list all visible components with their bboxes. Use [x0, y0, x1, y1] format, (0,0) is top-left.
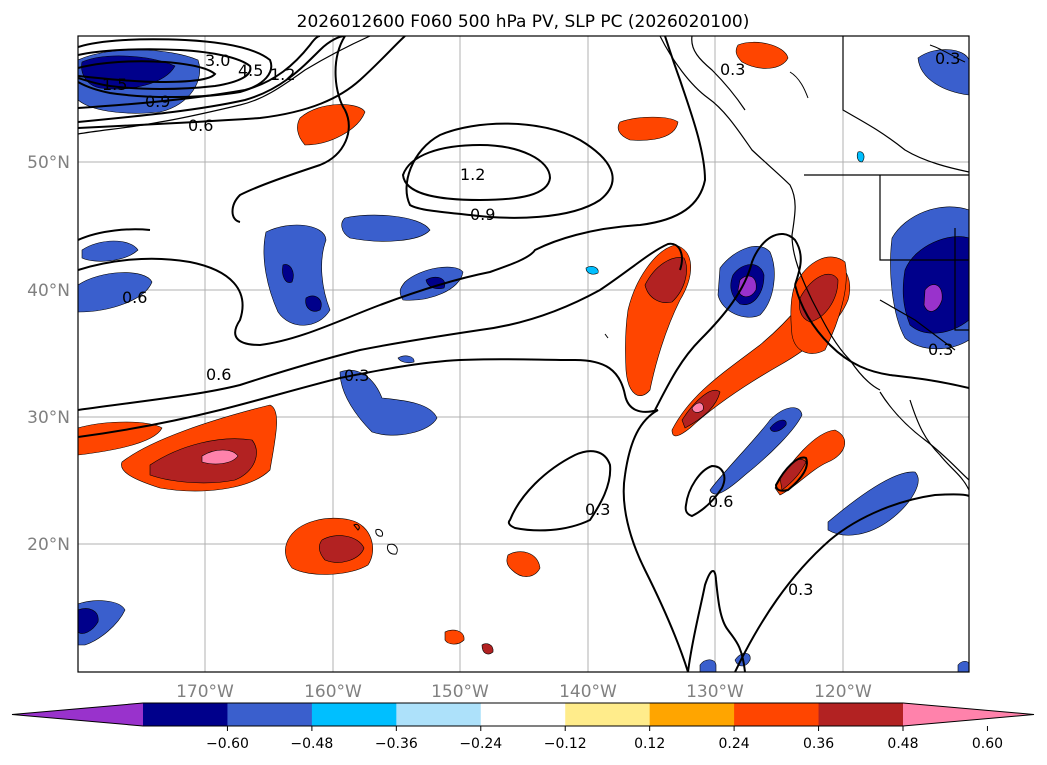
- pv-blob: [78, 272, 153, 313]
- colorbar-arrow-low: [12, 703, 143, 726]
- contour-label: 3.0: [205, 51, 230, 70]
- colorbar-swatch: [227, 703, 313, 726]
- pv-blob: [923, 284, 943, 312]
- colorbar-swatch: [396, 703, 482, 726]
- lon-tick-label: 170°W: [176, 682, 234, 702]
- lon-tick-label: 150°W: [431, 682, 489, 702]
- pv-blob: [397, 355, 415, 364]
- contour-labels: 3.0 4.5 1.2 1.5 0.9 0.6 1.2 0.9 0.6 0.6 …: [102, 49, 960, 599]
- pv-blob: [957, 660, 969, 672]
- pv-blob: [644, 257, 687, 303]
- pv-blob: [341, 214, 431, 242]
- pv-blob: [691, 402, 704, 413]
- contour-label: 1.2: [270, 65, 295, 84]
- colorbar-swatch: [480, 703, 566, 726]
- pv-blob: [827, 471, 919, 536]
- colorbar-swatch: [649, 703, 735, 726]
- colorbar-swatches: [11, 702, 1035, 727]
- pv-blob: [699, 659, 717, 672]
- colorbar-tick-label: −0.36: [375, 736, 418, 752]
- lat-tick-label: 50°N: [27, 153, 70, 173]
- contour-label: 0.3: [344, 366, 369, 385]
- colorbar-tick-label: −0.12: [544, 736, 587, 752]
- pv-blob: [201, 449, 239, 465]
- colorbar: −0.60 −0.48 −0.36 −0.24 −0.12 0.12 0.24 0.36 0.4…: [11, 702, 1035, 752]
- pv-blob: [81, 240, 139, 262]
- pv-blob: [737, 275, 757, 298]
- pv-blob: [481, 643, 494, 655]
- pv-blob: [769, 419, 787, 432]
- contour-label: 0.9: [470, 205, 495, 224]
- pv-blob: [305, 295, 322, 312]
- lon-tick-label: 120°W: [814, 682, 872, 702]
- colorbar-tick-label: −0.60: [206, 736, 249, 752]
- colorbar-swatch: [311, 703, 397, 726]
- negative-pv-regions: [78, 49, 969, 672]
- lat-tick-labels: 50°N 40°N 30°N 20°N: [27, 153, 70, 555]
- pv-blob: [78, 608, 99, 634]
- contour-label: 0.9: [145, 92, 170, 111]
- contour-label: 0.6: [188, 116, 213, 135]
- pv-blob: [506, 551, 541, 577]
- pv-blob: [585, 266, 599, 275]
- colorbar-tick-label: 0.48: [887, 736, 918, 752]
- pv-blob: [856, 151, 865, 163]
- pv-blob: [917, 49, 969, 96]
- pv-blob: [339, 370, 438, 436]
- colorbar-tick-label: 0.36: [803, 736, 834, 752]
- colorbar-tick-label: 0.24: [719, 736, 750, 752]
- colorbar-outline: [11, 702, 1035, 727]
- colorbar-swatch: [143, 703, 228, 726]
- pv-blob: [735, 41, 789, 69]
- contour-label: 0.3: [720, 60, 745, 79]
- colorbar-swatch: [734, 703, 820, 726]
- pv-blob: [297, 104, 366, 146]
- contour-label: 0.6: [708, 492, 733, 511]
- lat-tick-label: 20°N: [27, 535, 70, 555]
- colorbar-tick-label: −0.48: [290, 736, 333, 752]
- lon-tick-label: 140°W: [559, 682, 617, 702]
- colorbar-arrow-high: [903, 703, 1034, 726]
- islands: [353, 44, 966, 555]
- colorbar-tick-label: −0.24: [459, 736, 502, 752]
- contour-label: 0.6: [206, 365, 231, 384]
- lon-tick-label: 130°W: [686, 682, 744, 702]
- positive-pv-regions: [78, 41, 850, 655]
- lon-tick-labels: 170°W 160°W 150°W 140°W 130°W 120°W: [176, 682, 872, 702]
- colorbar-ticks: −0.60 −0.48 −0.36 −0.24 −0.12 0.12 0.24 0.36 0.4…: [206, 726, 1003, 752]
- colorbar-swatch: [565, 703, 651, 726]
- contour-label: 0.3: [935, 49, 960, 68]
- pv-blob: [319, 535, 365, 563]
- contour-label: 1.2: [460, 165, 485, 184]
- contour-label: 0.3: [928, 340, 953, 359]
- lat-tick-label: 30°N: [27, 408, 70, 428]
- map-panel: 3.0 4.5 1.2 1.5 0.9 0.6 1.2 0.9 0.6 0.6 …: [78, 36, 969, 672]
- pv-blob: [425, 276, 446, 290]
- colorbar-swatch: [818, 703, 904, 726]
- map-frame: [77, 35, 970, 673]
- contour-label: 4.5: [238, 61, 263, 80]
- pv-blob: [282, 264, 294, 283]
- colorbar-tick-label: 0.12: [634, 736, 665, 752]
- lon-tick-label: 160°W: [304, 682, 362, 702]
- contour-label: 0.3: [788, 580, 813, 599]
- pv-blob: [444, 629, 465, 645]
- map-title: 2026012600 F060 500 hPa PV, SLP PC (2026…: [297, 12, 750, 32]
- pv-blob: [799, 274, 839, 323]
- contour-label: 1.5: [102, 75, 127, 94]
- coastlines: [78, 36, 969, 491]
- lat-tick-label: 40°N: [27, 281, 70, 301]
- contour-label: 0.6: [122, 288, 147, 307]
- pv-blob: [617, 116, 679, 141]
- pv-blob: [78, 421, 163, 456]
- colorbar-tick-label: 0.60: [972, 736, 1003, 752]
- slp-contours: [78, 36, 969, 672]
- contour-label: 0.3: [585, 500, 610, 519]
